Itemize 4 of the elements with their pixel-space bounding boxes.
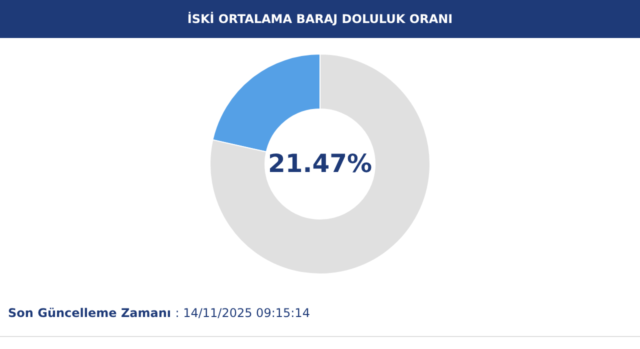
text: Son Güncelleme Zamanı : 14/11/2025 09:15:14 — [8, 306, 310, 320]
data-label: 21.47% — [268, 149, 372, 178]
chart-title: İSKİ ORTALAMA BARAJ DOLULUK ORANI — [0, 0, 640, 38]
donut-slice — [210, 54, 430, 274]
